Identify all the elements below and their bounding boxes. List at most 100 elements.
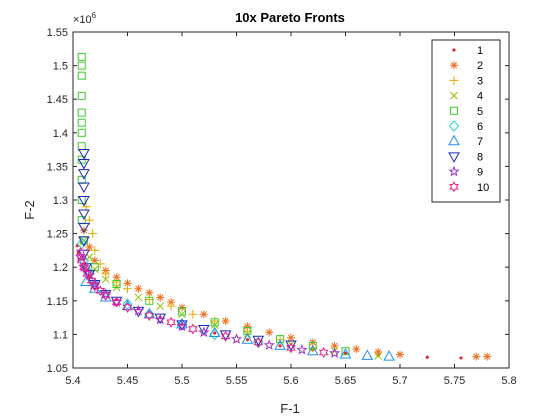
point-series-4	[90, 265, 99, 274]
legend-entry-9: 9	[448, 165, 483, 179]
point-series-1	[213, 331, 217, 335]
point-series-10	[90, 280, 100, 292]
legend-marker-1	[452, 48, 456, 52]
point-series-2	[79, 226, 88, 235]
legend-marker-2	[450, 61, 458, 70]
point-series-10	[253, 336, 264, 348]
legend-label-9: 9	[477, 167, 483, 179]
axes	[72, 31, 510, 369]
point-series-10	[220, 330, 231, 342]
point-series-2	[330, 341, 339, 350]
point-series-9	[132, 304, 145, 316]
point-series-2	[472, 352, 481, 361]
legend-label-6: 6	[477, 121, 483, 133]
point-series-4	[374, 352, 383, 360]
point-series-2	[243, 322, 252, 331]
point-series-2	[265, 328, 274, 337]
tick-labels: 5.4 5.45 5.5 5.55 5.6 5.65 5.7 5.75 5.8 1.05 1.1 1.…	[47, 27, 517, 387]
point-series-9	[83, 269, 95, 281]
x-axis-label: F-1	[280, 401, 300, 416]
point-series-5	[77, 128, 86, 137]
legend-marker-3	[449, 75, 459, 85]
x-tick-label: 5.4	[65, 375, 80, 387]
point-series-1	[459, 356, 463, 360]
point-series-8	[78, 236, 90, 247]
point-series-9	[230, 333, 243, 344]
legend-marker-10	[449, 181, 459, 193]
point-series-10	[318, 347, 329, 359]
y-tick-label: 1.5	[53, 61, 68, 73]
point-series-9	[154, 313, 166, 325]
y-tick-label: 1.55	[47, 27, 68, 39]
point-series-9	[263, 339, 275, 350]
point-series-10	[95, 285, 106, 297]
point-series-9	[198, 326, 210, 338]
y-tick-label: 1.45	[47, 94, 68, 106]
data-marks	[75, 52, 492, 361]
point-series-8	[78, 169, 90, 180]
point-series-8	[252, 335, 265, 347]
legend-entry-8: 8	[448, 151, 483, 163]
point-series-8	[78, 196, 90, 207]
point-series-4	[134, 293, 143, 302]
legend-label-8: 8	[477, 151, 483, 163]
legend-box	[431, 39, 501, 203]
legend-label-10: 10	[477, 182, 489, 194]
point-series-10	[286, 342, 296, 354]
legend-label-1: 1	[477, 45, 483, 57]
point-series-5	[77, 118, 86, 127]
point-series-2	[112, 273, 121, 282]
x-tick-label: 5.7	[392, 375, 407, 387]
legend-label-3: 3	[477, 75, 483, 87]
point-series-3	[123, 284, 132, 294]
point-series-2	[85, 243, 94, 252]
y-tick-label: 1.15	[47, 296, 68, 308]
point-series-4	[210, 321, 219, 329]
point-series-2	[374, 347, 383, 356]
point-series-2	[156, 293, 165, 302]
y-tick-label: 1.1	[53, 329, 68, 341]
point-series-2	[221, 316, 230, 325]
point-series-5	[90, 263, 99, 272]
point-series-2	[483, 352, 492, 361]
legend-entry-4: 4	[450, 91, 483, 103]
point-series-2	[123, 279, 132, 288]
point-series-7	[306, 344, 319, 356]
y-tick-label: 1.35	[47, 161, 68, 173]
point-series-3	[101, 269, 111, 279]
point-series-5	[77, 108, 86, 117]
point-series-5	[77, 91, 86, 100]
x-tick-label: 5.45	[117, 375, 138, 387]
point-series-8	[80, 263, 92, 274]
point-series-8	[78, 222, 90, 234]
point-series-8	[78, 148, 90, 160]
point-series-8	[219, 330, 232, 341]
point-series-5	[112, 280, 121, 288]
y-tick-label: 1.4	[53, 128, 68, 140]
point-series-5	[145, 296, 154, 305]
point-series-5	[308, 341, 317, 350]
point-series-3	[188, 309, 198, 319]
legend-label-4: 4	[477, 91, 483, 103]
point-series-4	[101, 275, 110, 284]
x-tick-label: 5.75	[444, 375, 465, 387]
point-series-2	[178, 303, 186, 312]
legend-marker-5	[450, 106, 458, 115]
legend-entry-2: 2	[450, 60, 483, 72]
legend-label-7: 7	[477, 136, 483, 148]
point-series-4	[178, 310, 186, 319]
point-series-2	[287, 333, 295, 342]
legend: 1 2 3 4 5 6 7 8 9 10	[431, 39, 501, 203]
point-series-4	[156, 302, 165, 311]
legend-marker-8	[448, 152, 460, 163]
point-series-10	[111, 296, 122, 308]
point-series-4	[80, 236, 88, 245]
point-series-5	[276, 335, 285, 344]
point-series-3	[90, 245, 100, 255]
point-series-1	[278, 344, 282, 348]
point-series-1	[245, 338, 249, 342]
point-series-7	[241, 333, 254, 344]
point-series-6	[122, 298, 133, 310]
legend-entry-10: 10	[449, 181, 489, 194]
